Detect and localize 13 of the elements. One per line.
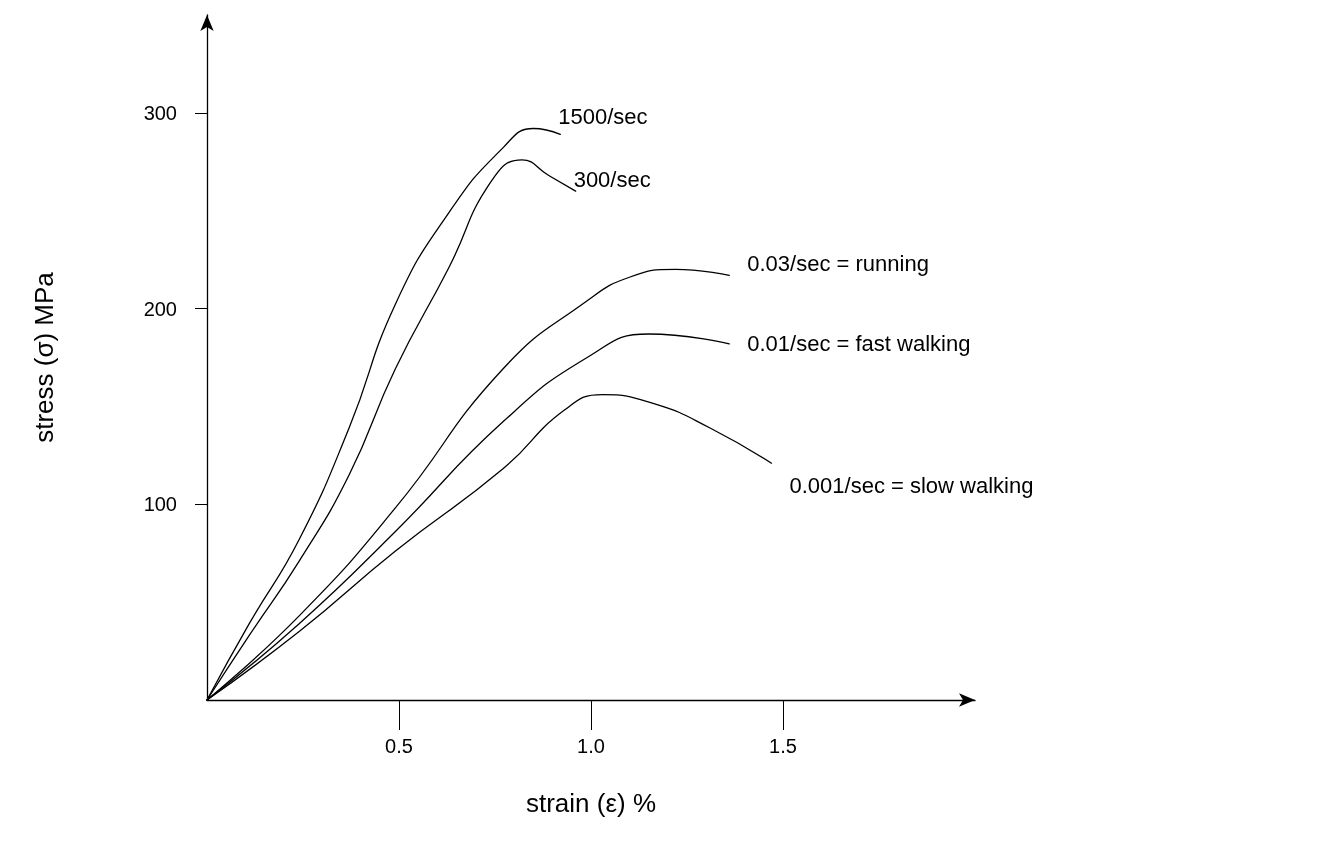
x-tick-label: 0.5: [385, 735, 413, 757]
y-tick-label: 200: [143, 297, 177, 320]
y-tick-label: 100: [143, 493, 177, 516]
y-axis-title: stress (σ) MPa: [29, 271, 59, 443]
series-label: 0.001/sec = slow walking: [789, 472, 1034, 498]
series-label: 0.01/sec = fast walking: [747, 331, 971, 357]
x-tick-label: 1.5: [769, 735, 797, 757]
y-tick-label: 300: [143, 101, 177, 124]
series-label: 0.03/sec = running: [747, 250, 929, 276]
series-label: 300/sec: [573, 166, 651, 192]
x-axis-title: strain (ε) %: [525, 788, 657, 818]
x-tick-label: 1.0: [577, 735, 605, 757]
series-label: 1500/sec: [558, 103, 648, 129]
